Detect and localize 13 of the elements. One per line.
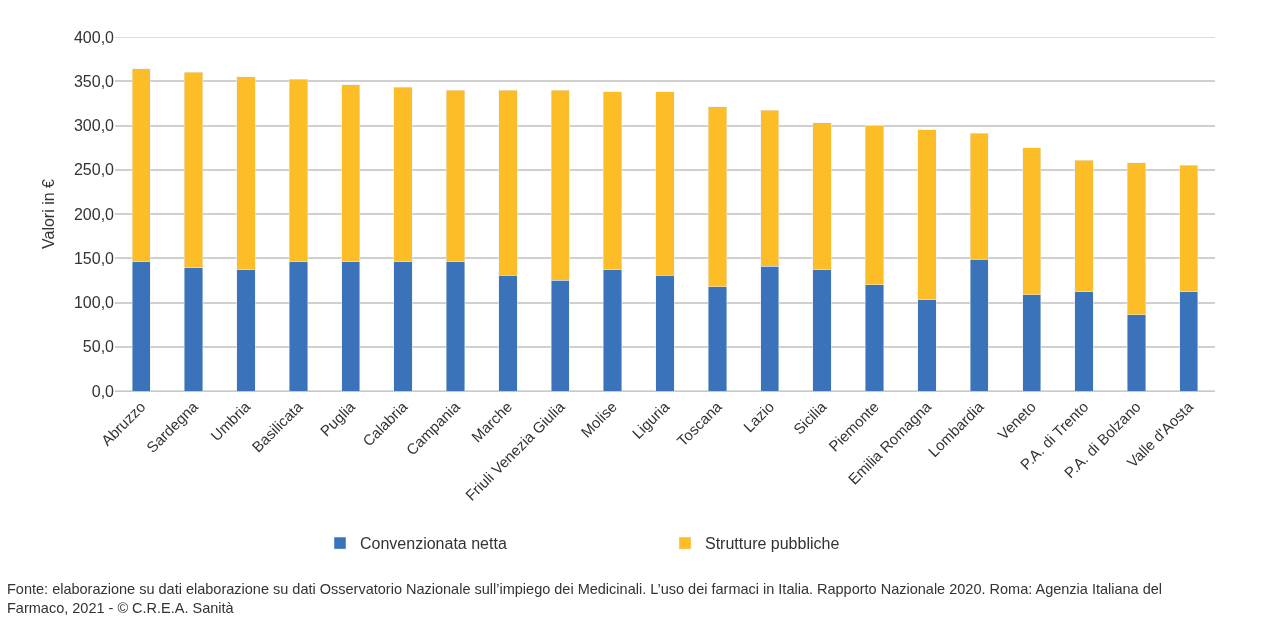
y-tick-label: 150,0 [73, 249, 115, 267]
y-tick-label: 200,0 [73, 205, 115, 223]
y-tick-label: 300,0 [73, 117, 115, 135]
y-tick-label: 0,0 [91, 382, 115, 400]
legend-label: Strutture pubbliche [705, 535, 840, 553]
legend-label: Convenzionata netta [360, 535, 507, 553]
y-axis-title: Valori in € [39, 178, 57, 249]
y-tick-label: 100,0 [73, 294, 115, 312]
source-note: Fonte: elaborazione su dati elaborazione su dati Osservatorio Nazionale sull’impiego dei Medicinali. L’uso dei farmaci in Italia. Rapporto Nazionale 2020. Roma: Agenzia Italiana del Farmaco, 2021 - © C.R.E.A. Sanità [7, 581, 1163, 616]
y-tick-label: 250,0 [73, 161, 115, 179]
y-tick-label: 50,0 [82, 338, 115, 356]
y-tick-label: 350,0 [73, 72, 115, 90]
y-tick-label: 400,0 [73, 28, 115, 46]
